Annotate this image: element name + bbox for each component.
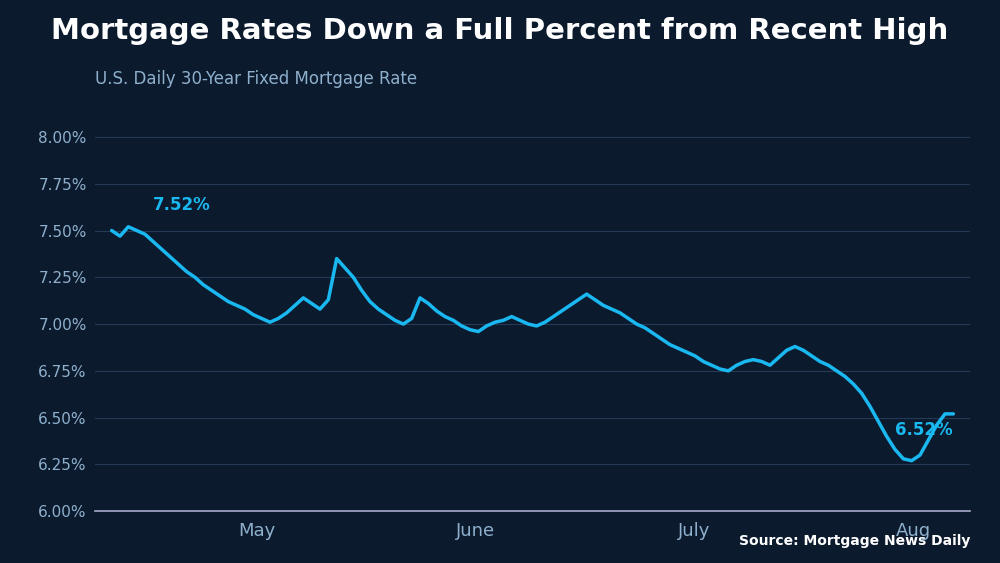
Text: Mortgage Rates Down a Full Percent from Recent High: Mortgage Rates Down a Full Percent from … bbox=[51, 17, 949, 45]
Text: U.S. Daily 30-Year Fixed Mortgage Rate: U.S. Daily 30-Year Fixed Mortgage Rate bbox=[95, 70, 417, 88]
Text: Source: Mortgage News Daily: Source: Mortgage News Daily bbox=[739, 534, 970, 548]
Text: 7.52%: 7.52% bbox=[153, 196, 211, 214]
Text: 6.52%: 6.52% bbox=[895, 421, 953, 439]
